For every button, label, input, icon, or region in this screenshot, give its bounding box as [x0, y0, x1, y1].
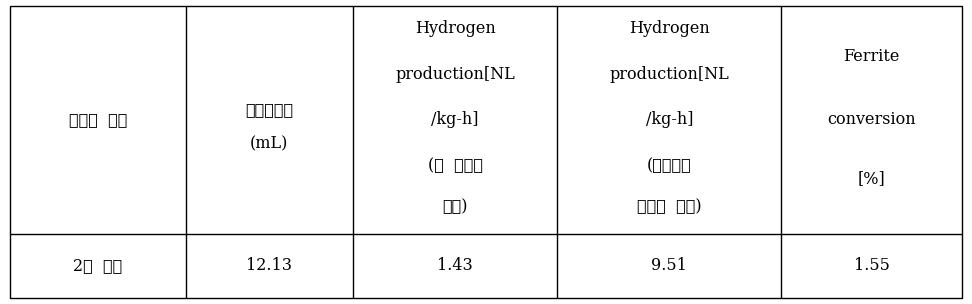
- Text: 9.51: 9.51: [651, 257, 687, 274]
- Text: 1.55: 1.55: [853, 257, 889, 274]
- Text: production[NL: production[NL: [396, 66, 515, 83]
- Text: Hydrogen: Hydrogen: [629, 20, 710, 37]
- Text: 파우더  기준): 파우더 기준): [637, 198, 702, 215]
- Text: Hydrogen: Hydrogen: [415, 20, 496, 37]
- Text: (페라이트: (페라이트: [647, 157, 692, 174]
- Text: production[NL: production[NL: [609, 66, 729, 83]
- Text: /kg-h]: /kg-h]: [645, 111, 693, 128]
- Text: (총  파우더: (총 파우더: [428, 157, 482, 174]
- Text: 사이클  횟수: 사이클 횟수: [69, 111, 127, 128]
- Text: 1.43: 1.43: [437, 257, 473, 274]
- Text: /kg-h]: /kg-h]: [432, 111, 479, 128]
- Text: Ferrite: Ferrite: [844, 48, 900, 65]
- Text: 12.13: 12.13: [246, 257, 293, 274]
- Text: (mL): (mL): [250, 135, 289, 152]
- Text: 수소생산량: 수소생산량: [245, 102, 294, 119]
- Text: [%]: [%]: [858, 171, 885, 188]
- Text: 기준): 기준): [442, 198, 468, 215]
- Text: 2차  실험: 2차 실험: [73, 257, 122, 274]
- Text: conversion: conversion: [827, 111, 916, 128]
